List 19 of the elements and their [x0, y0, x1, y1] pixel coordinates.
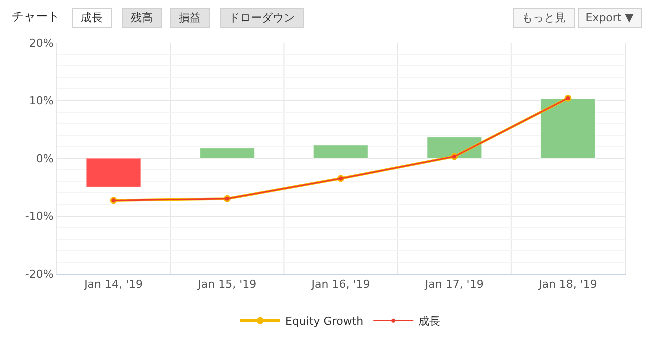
y-tick-label: -20% — [25, 268, 54, 281]
x-tick-label: Jan 18, '19 — [538, 278, 598, 292]
chart-title: チャート — [12, 9, 60, 24]
y-tick-label: -10% — [25, 210, 54, 224]
text: 残高 — [131, 12, 153, 24]
legend-label: 成長 — [418, 315, 441, 328]
text: Export ▼ — [586, 12, 634, 24]
y-tick-label: 20% — [29, 36, 54, 50]
x-tick-label: Jan 16, '19 — [310, 278, 370, 292]
text: 成長 — [81, 12, 103, 24]
x-tick-label: Jan 14, '19 — [84, 278, 144, 292]
text: 損益 — [179, 12, 201, 24]
y-tick-label: 0% — [36, 152, 54, 166]
y-tick-label: 10% — [29, 94, 54, 108]
text: ドローダウン — [229, 12, 295, 24]
x-tick-label: Jan 17, '19 — [424, 278, 484, 292]
text: もっと見 — [522, 12, 566, 24]
legend-label: Equity Growth — [286, 315, 364, 328]
x-tick-label: Jan 15, '19 — [197, 278, 257, 292]
